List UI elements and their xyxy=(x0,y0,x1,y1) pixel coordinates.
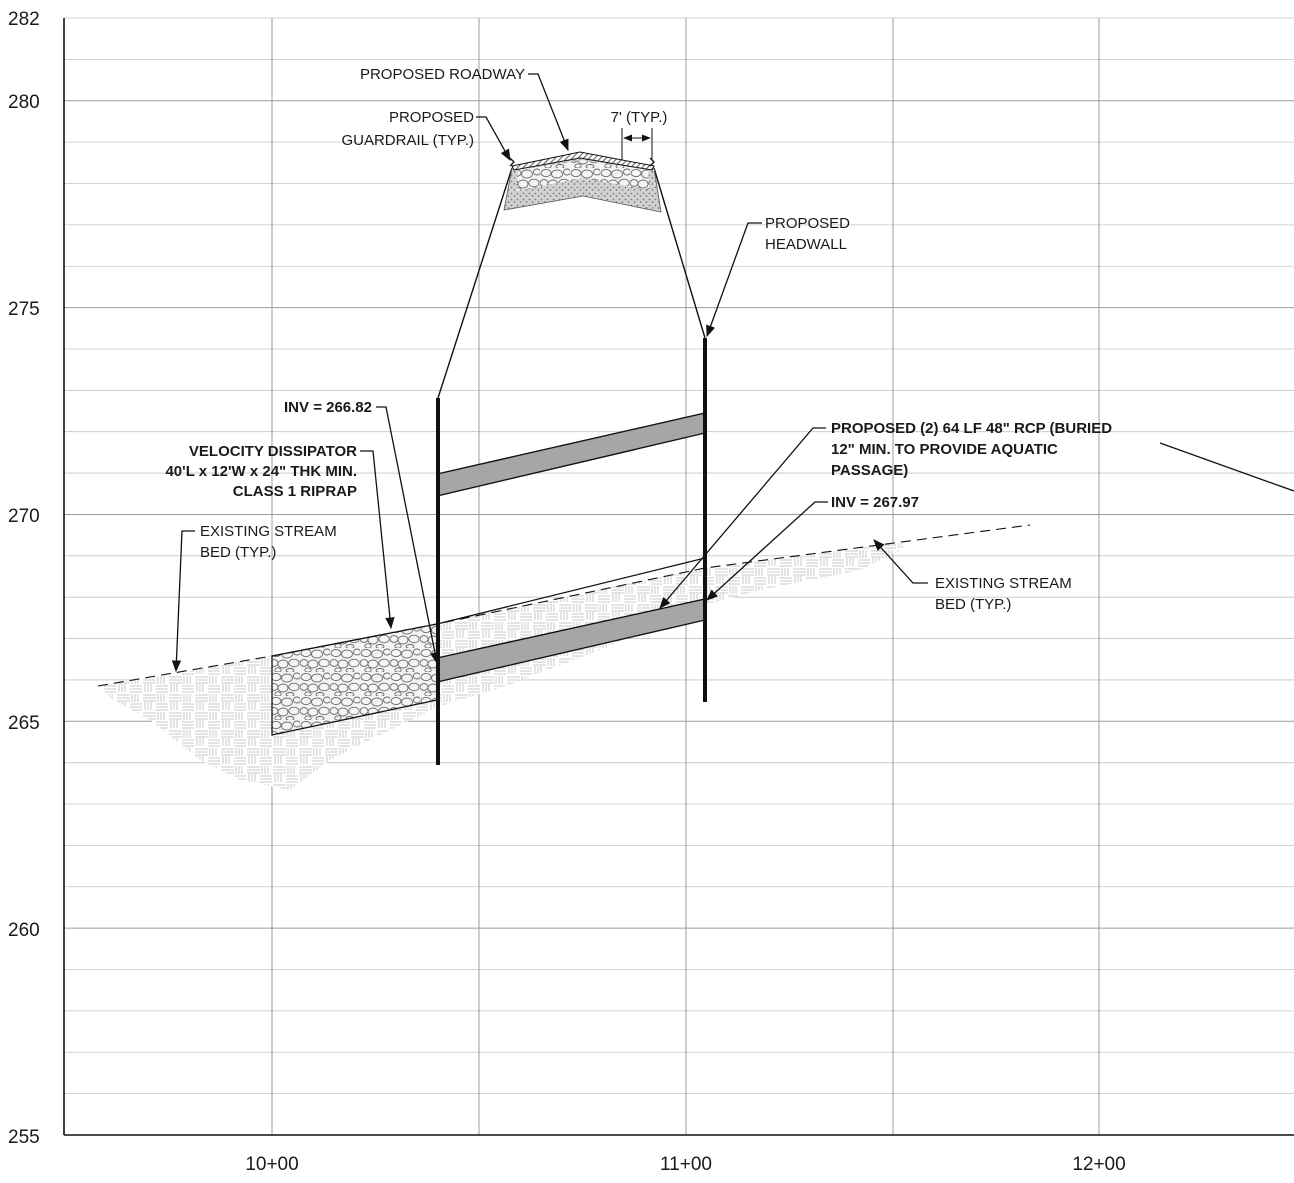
y-label-282: 282 xyxy=(8,9,40,30)
leader-inv-inlet xyxy=(376,406,440,665)
label-proposed-roadway: PROPOSED ROADWAY xyxy=(360,66,525,83)
x-label-11-00: 11+00 xyxy=(660,1154,712,1175)
x-label-10-00: 10+00 xyxy=(245,1154,298,1175)
upper-pipe xyxy=(436,412,706,497)
label-stream-right-1: EXISTING STREAM xyxy=(935,575,1072,592)
y-label-275: 275 xyxy=(8,299,40,320)
y-label-255: 255 xyxy=(8,1127,40,1148)
y-label-260: 260 xyxy=(8,920,40,941)
leader-guardrail xyxy=(476,116,511,162)
roadway-base-stone xyxy=(516,160,650,191)
label-pipe-1: PROPOSED (2) 64 LF 48" RCP (BURIED xyxy=(831,420,1112,437)
y-label-265: 265 xyxy=(8,713,40,734)
embankment-slope-right xyxy=(653,167,706,339)
guardrail-right xyxy=(649,157,655,167)
leader-stream-left xyxy=(171,530,195,673)
label-inv-outlet: INV = 267.97 xyxy=(831,494,919,511)
label-pipe-3: PASSAGE) xyxy=(831,462,908,479)
label-pipe-2: 12" MIN. TO PROVIDE AQUATIC xyxy=(831,441,1058,458)
leader-dissipator xyxy=(360,450,395,630)
leader-roadway xyxy=(528,73,569,152)
label-shoulder-dim: 7' (TYP.) xyxy=(611,109,668,126)
leader-pipe-tail xyxy=(1159,442,1294,492)
leader-pipe xyxy=(659,427,826,609)
y-label-280: 280 xyxy=(8,92,40,113)
embankment-slope-left xyxy=(437,167,513,399)
label-headwall-1: PROPOSED xyxy=(765,215,850,232)
label-dissipator-1: VELOCITY DISSIPATOR xyxy=(189,443,357,460)
guardrail-left xyxy=(509,157,515,167)
label-guardrail-1: PROPOSED xyxy=(389,109,474,126)
leader-inv-outlet xyxy=(706,501,828,601)
x-label-12-00: 12+00 xyxy=(1072,1154,1125,1175)
leader-headwall xyxy=(706,222,762,338)
label-stream-left-2: BED (TYP.) xyxy=(200,544,276,561)
label-inv-inlet: INV = 266.82 xyxy=(284,399,372,416)
roadway-pavement xyxy=(511,151,655,171)
label-stream-right-2: BED (TYP.) xyxy=(935,596,1011,613)
leader-stream-right xyxy=(873,539,928,584)
proposed-bed-line xyxy=(436,557,706,625)
label-dissipator-3: CLASS 1 RIPRAP xyxy=(233,483,357,500)
label-headwall-2: HEADWALL xyxy=(765,236,847,253)
y-label-270: 270 xyxy=(8,506,40,527)
label-guardrail-2: GUARDRAIL (TYP.) xyxy=(341,132,474,149)
label-stream-left-1: EXISTING STREAM xyxy=(200,523,337,540)
label-dissipator-2: 40'L x 12'W x 24" THK MIN. xyxy=(165,463,357,480)
